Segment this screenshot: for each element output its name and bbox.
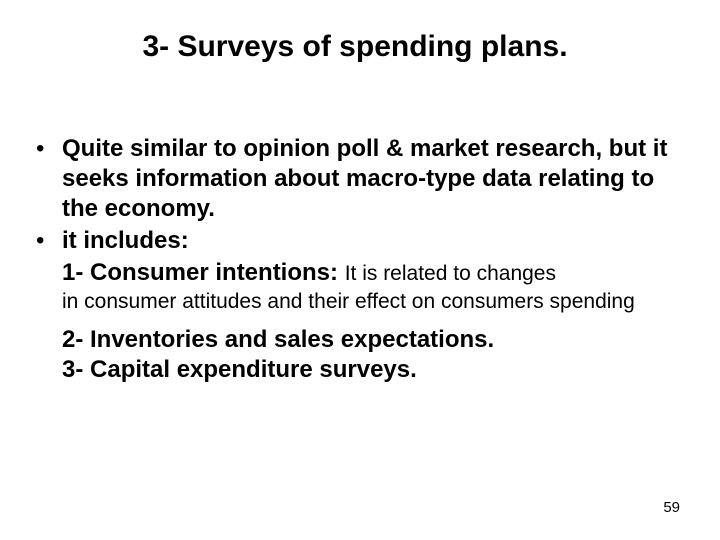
item-bold-part: 1- Consumer intentions: [62, 259, 345, 286]
bullet-text: Quite similar to opinion poll & market r… [62, 134, 680, 224]
item-regular-part: It is related to changes [345, 262, 556, 285]
bullet-item: • it includes: [30, 226, 680, 256]
item-continuation: in consumer attitudes and their effect o… [62, 289, 680, 315]
slide-body: • Quite similar to opinion poll & market… [30, 134, 680, 385]
page-number: 59 [663, 499, 680, 516]
slide-title: 3- Surveys of spending plans. [30, 30, 680, 64]
bullet-marker: • [30, 226, 62, 256]
bullet-text: it includes: [62, 226, 189, 256]
bullet-marker: • [30, 134, 62, 224]
numbered-item: 3- Capital expenditure surveys. [62, 355, 680, 385]
numbered-item: 2- Inventories and sales expectations. [62, 325, 680, 355]
numbered-item: 1- Consumer intentions: It is related to… [62, 258, 680, 289]
bullet-item: • Quite similar to opinion poll & market… [30, 134, 680, 224]
